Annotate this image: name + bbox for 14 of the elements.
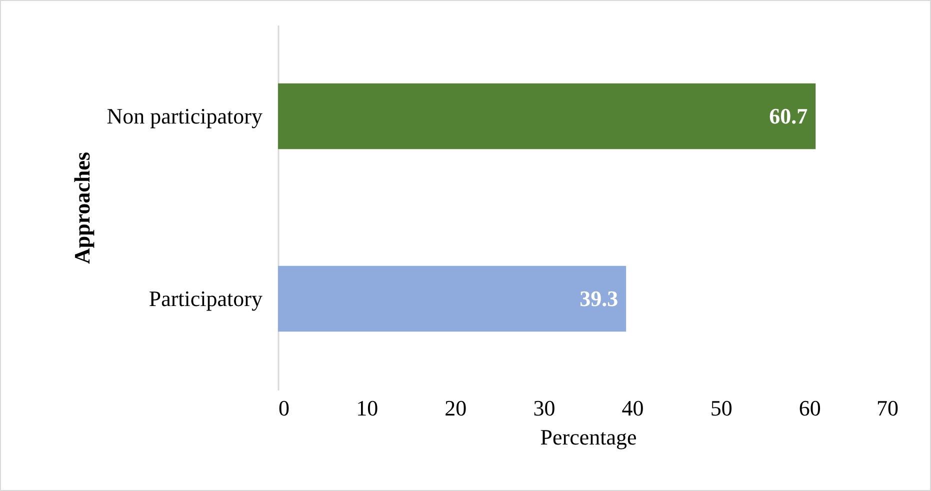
x-tick-label: 40	[622, 396, 644, 420]
x-tick-label: 30	[533, 396, 556, 420]
x-tick-label: 70	[876, 396, 898, 420]
x-tick-label: 20	[444, 396, 467, 420]
data-label: 39.3	[580, 286, 618, 311]
x-tick-label: 50	[710, 396, 732, 420]
y-tick-label: Participatory	[148, 286, 262, 311]
x-tick-label: 60	[798, 396, 821, 420]
data-label: 60.7	[769, 103, 808, 128]
y-axis-title: Approaches	[70, 152, 95, 264]
x-tick-label: 0	[278, 396, 290, 420]
x-tick-label: 10	[356, 396, 378, 420]
y-tick-label: Non participatory	[106, 103, 262, 128]
x-axis-title: Percentage	[540, 424, 637, 450]
